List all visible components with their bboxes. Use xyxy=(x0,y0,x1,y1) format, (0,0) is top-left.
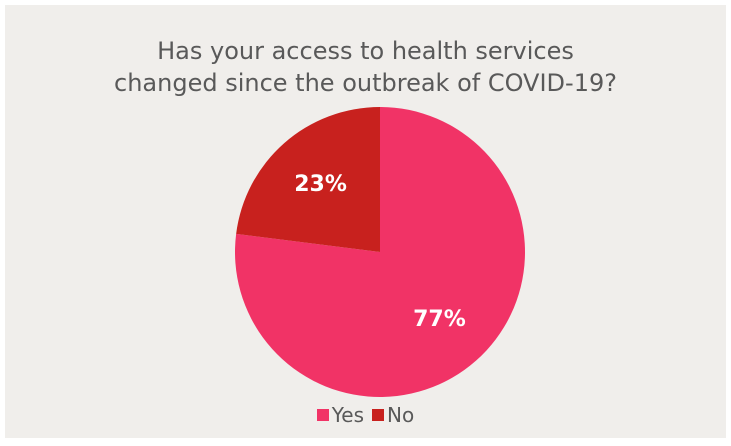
legend-item-yes: Yes xyxy=(316,403,365,427)
chart-title-line-2: changed since the outbreak of COVID-19? xyxy=(114,69,617,97)
legend: Yes No xyxy=(5,403,726,427)
legend-swatch-no xyxy=(372,409,385,421)
chart-title-line-1: Has your access to health services xyxy=(157,37,574,65)
pie-data-labels: 77% 23% xyxy=(294,172,466,332)
data-label-no: 23% xyxy=(294,172,347,197)
legend-label-yes: Yes xyxy=(331,403,365,427)
data-label-yes: 77% xyxy=(413,307,466,332)
legend-label-no: No xyxy=(387,403,415,427)
pie-slice-no xyxy=(236,107,380,252)
pie-slices xyxy=(235,107,525,397)
legend-item-no: No xyxy=(372,403,414,427)
chart-title: Has your access to health services chang… xyxy=(5,35,726,99)
pie-chart: 77% 23% xyxy=(235,107,525,397)
chart-frame: Has your access to health services chang… xyxy=(5,5,726,438)
legend-swatch-yes xyxy=(316,409,329,421)
